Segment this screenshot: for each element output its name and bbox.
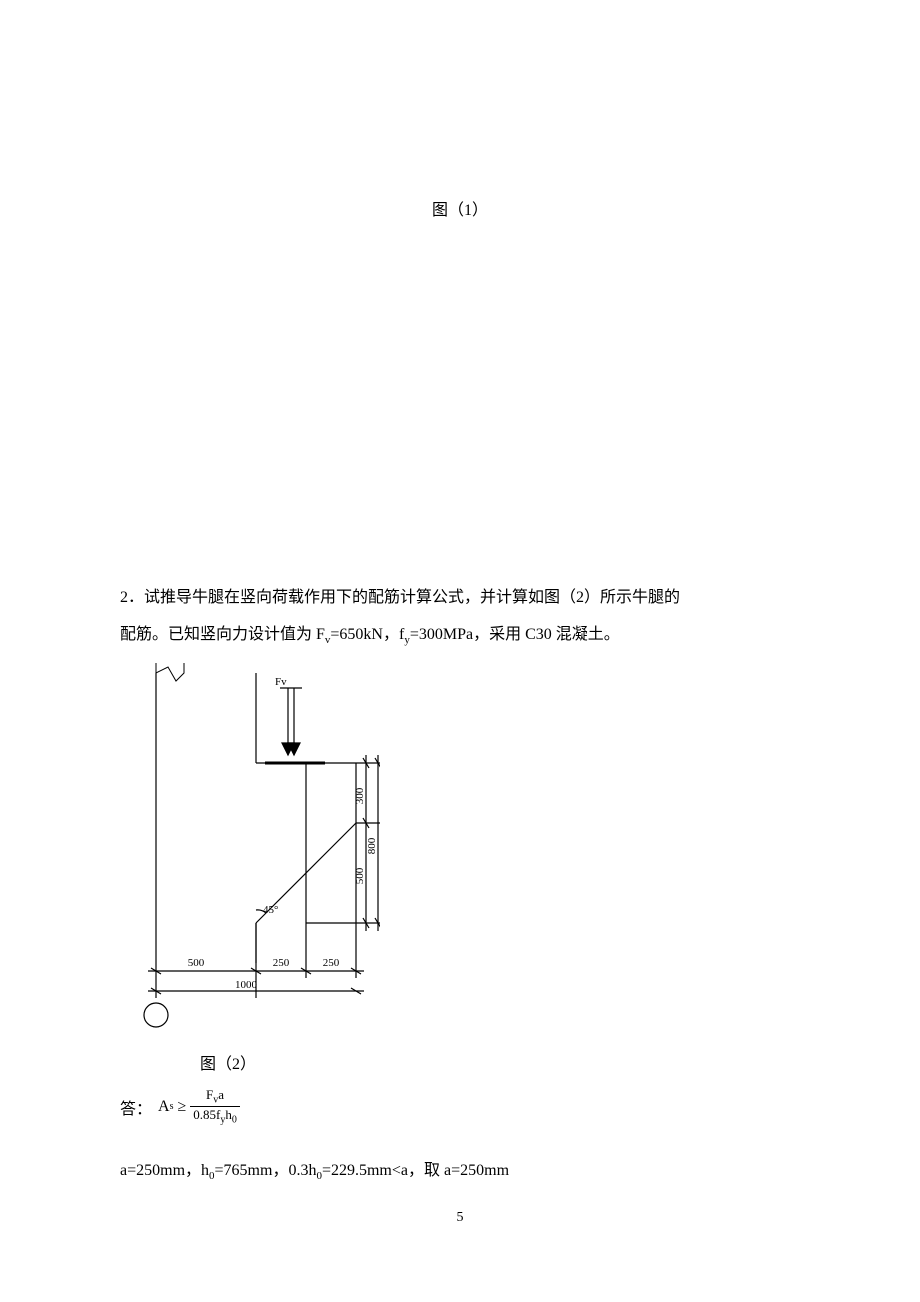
figure-2-caption: 图（2） <box>200 1050 256 1074</box>
dim-250b: 250 <box>323 957 340 969</box>
calc-b: =765mm，0.3h <box>215 1162 317 1179</box>
problem-line2-b: =650kN，f <box>330 626 404 643</box>
den-h-sub: 0 <box>232 1114 237 1125</box>
dim-500: 500 <box>188 957 205 969</box>
den-const: 0.85 <box>193 1107 216 1122</box>
dim-250a: 250 <box>273 957 290 969</box>
problem-line2-a: 配筋。已知竖向力设计值为 F <box>120 626 325 643</box>
answer-formula: 答： As ≥ Fva 0.85fyh0 <box>120 1088 240 1125</box>
answer-label: 答： <box>120 1095 152 1119</box>
problem-number: 2． <box>120 589 144 606</box>
dim-1000: 1000 <box>235 979 258 991</box>
relation: ≥ <box>177 1098 186 1116</box>
dim-800: 800 <box>366 837 378 854</box>
lhs-A: A <box>158 1098 170 1116</box>
corbel-diagram: Fv 45° 500 250 250 1000 300 500 800 <box>120 663 380 1043</box>
num-a: a <box>218 1087 224 1102</box>
page-number: 5 <box>0 1210 920 1226</box>
problem-line1: 试推导牛腿在竖向荷载作用下的配筋计算公式，并计算如图（2）所示牛腿的 <box>144 589 680 606</box>
calc-c: =229.5mm<a，取 a=250mm <box>322 1162 509 1179</box>
problem-line2-c: =300MPa，采用 C30 混凝土。 <box>410 626 620 643</box>
dim-500v: 500 <box>354 867 366 884</box>
lhs-sub-s: s <box>170 1101 174 1112</box>
calculation-line: a=250mm，h0=765mm，0.3h0=229.5mm<a，取 a=250… <box>120 1156 509 1182</box>
figure-1-caption: 图（1） <box>120 196 800 220</box>
problem-text: 2．试推导牛腿在竖向荷载作用下的配筋计算公式，并计算如图（2）所示牛腿的 配筋。… <box>120 580 800 654</box>
dim-300: 300 <box>354 787 366 804</box>
angle-label: 45° <box>263 904 278 916</box>
force-label: Fv <box>275 676 287 688</box>
calc-a: a=250mm，h <box>120 1162 209 1179</box>
